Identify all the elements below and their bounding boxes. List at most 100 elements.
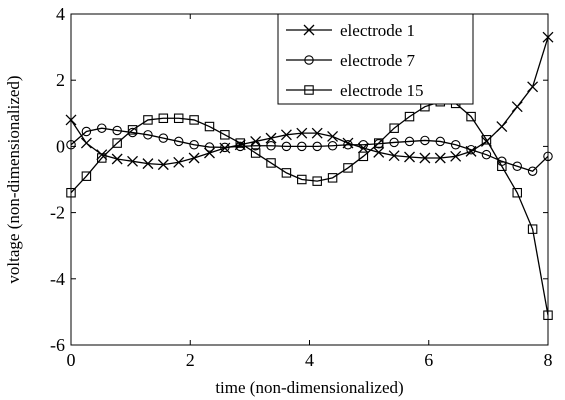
x-axis-label: time (non-dimensionalized)	[215, 378, 403, 397]
data-point	[80, 137, 92, 149]
data-point	[281, 141, 292, 152]
y-tick-label: -2	[50, 203, 65, 223]
legend-marker	[304, 55, 314, 65]
data-point	[220, 142, 230, 153]
data-point	[297, 141, 307, 152]
series-1	[65, 31, 554, 171]
legend-marker	[304, 85, 314, 95]
data-point	[312, 141, 322, 152]
x-tick-label: 2	[186, 350, 195, 370]
data-point	[158, 133, 169, 143]
legend-entry: electrode 1	[286, 21, 415, 40]
y-axis-label: voltage (non-dimensionalized)	[4, 75, 23, 283]
data-point	[358, 151, 369, 162]
data-point	[466, 144, 476, 155]
data-point	[358, 139, 369, 150]
legend-marker	[303, 24, 315, 36]
x-tick-label: 4	[305, 350, 314, 370]
data-point	[343, 139, 353, 150]
data-point	[96, 149, 108, 161]
data-point	[388, 150, 400, 162]
data-point	[97, 123, 107, 133]
data-point	[327, 140, 338, 151]
data-point	[204, 142, 215, 152]
data-point	[466, 111, 476, 122]
data-point	[512, 161, 522, 172]
data-point	[342, 137, 354, 149]
data-point	[235, 138, 246, 148]
data-point	[511, 101, 523, 113]
x-tick-label: 6	[424, 350, 433, 370]
series-layer	[65, 31, 554, 320]
legend-label: electrode 15	[340, 81, 424, 100]
data-point	[434, 152, 446, 164]
legend-label: electrode 7	[340, 51, 416, 70]
data-point	[496, 121, 508, 132]
series-line	[70, 127, 549, 172]
data-point	[81, 171, 92, 181]
data-point	[527, 81, 539, 93]
series-3	[66, 96, 553, 320]
y-tick-label: 2	[56, 70, 65, 90]
data-point	[404, 136, 415, 147]
data-point	[404, 151, 415, 163]
data-point	[327, 173, 338, 183]
data-point	[373, 146, 385, 158]
data-point	[280, 129, 292, 141]
data-point	[189, 139, 199, 150]
legend-label: electrode 1	[340, 21, 415, 40]
data-point	[127, 155, 139, 167]
series-line	[70, 101, 549, 316]
data-point	[404, 111, 415, 122]
data-point	[157, 159, 169, 171]
x-axis-tick-labels: 0 2 4 6 8	[67, 350, 553, 370]
data-point	[250, 148, 261, 158]
data-point	[266, 140, 276, 151]
data-point	[419, 152, 431, 164]
data-point	[266, 158, 276, 168]
data-point	[112, 138, 122, 148]
data-point	[450, 150, 462, 162]
data-point	[158, 113, 169, 124]
y-tick-label: -6	[50, 335, 65, 355]
data-point	[188, 152, 200, 164]
data-point	[281, 168, 292, 178]
data-point	[450, 139, 461, 150]
data-point	[312, 176, 322, 186]
data-point	[97, 153, 107, 163]
legend: electrode 1 electrode 7 electrode 15	[277, 13, 474, 105]
x-tick-label: 0	[67, 350, 76, 370]
data-point	[189, 115, 199, 125]
data-point	[173, 113, 184, 124]
y-tick-label: 4	[56, 4, 65, 24]
data-point	[265, 132, 277, 144]
data-point	[81, 126, 92, 137]
data-point	[373, 138, 384, 148]
data-point	[142, 158, 154, 170]
data-point	[173, 156, 185, 168]
data-point	[173, 136, 184, 147]
data-point	[112, 125, 122, 136]
data-point	[527, 166, 538, 176]
legend-entry: electrode 15	[286, 81, 424, 100]
series-line	[70, 36, 549, 166]
data-point	[297, 174, 307, 185]
data-point	[527, 224, 538, 234]
data-point	[389, 137, 399, 148]
data-point	[420, 135, 430, 146]
data-point	[311, 127, 323, 139]
legend-entry: electrode 7	[286, 51, 416, 70]
data-point	[250, 140, 261, 151]
y-tick-label: 0	[56, 136, 65, 156]
data-point	[512, 187, 522, 198]
data-point	[143, 130, 153, 140]
data-point	[481, 149, 492, 160]
data-point	[111, 153, 123, 165]
y-tick-label: -4	[50, 269, 65, 289]
data-point	[327, 131, 339, 142]
data-point	[435, 136, 446, 147]
data-point	[497, 161, 507, 172]
data-point	[204, 121, 215, 132]
x-tick-label: 8	[544, 350, 553, 370]
